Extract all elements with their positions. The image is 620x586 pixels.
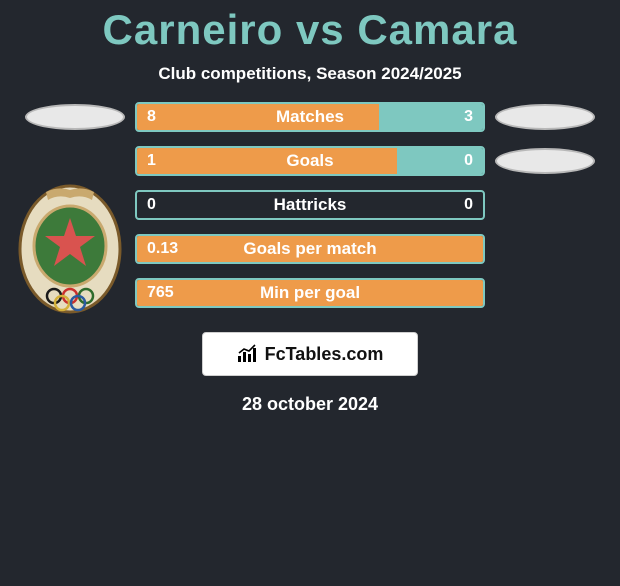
right-badge-slot <box>495 146 595 176</box>
brand-label: FcTables.com <box>265 344 384 365</box>
stat-label: Goals <box>137 151 483 171</box>
left-badge-slot <box>25 102 125 132</box>
right-badge-slot <box>495 190 595 220</box>
bar-chart-icon <box>237 344 259 364</box>
right-badge-slot <box>495 234 595 264</box>
player-badge-placeholder <box>25 104 125 130</box>
vs-text: vs <box>296 6 345 53</box>
stat-bar: 10Goals <box>135 146 485 176</box>
right-badge-slot <box>495 278 595 308</box>
comparison-title: Carneiro vs Camara <box>0 6 620 54</box>
club-crest <box>18 184 122 314</box>
snapshot-date: 28 october 2024 <box>0 394 620 415</box>
stat-bar: 00Hattricks <box>135 190 485 220</box>
player-badge-placeholder <box>495 148 595 174</box>
stat-bar: 0.13Goals per match <box>135 234 485 264</box>
stat-label: Goals per match <box>137 239 483 259</box>
stat-label: Hattricks <box>137 195 483 215</box>
player-right-name: Camara <box>357 6 517 53</box>
player-badge-placeholder <box>495 104 595 130</box>
stat-bar: 83Matches <box>135 102 485 132</box>
crest-icon <box>18 184 122 314</box>
left-badge-slot <box>25 146 125 176</box>
player-left-name: Carneiro <box>103 6 284 53</box>
stat-bar: 765Min per goal <box>135 278 485 308</box>
right-badge-slot <box>495 102 595 132</box>
stat-row: 10Goals <box>17 146 603 176</box>
stat-row: 83Matches <box>17 102 603 132</box>
stat-label: Min per goal <box>137 283 483 303</box>
brand-card[interactable]: FcTables.com <box>202 332 418 376</box>
subtitle: Club competitions, Season 2024/2025 <box>0 64 620 84</box>
stat-label: Matches <box>137 107 483 127</box>
